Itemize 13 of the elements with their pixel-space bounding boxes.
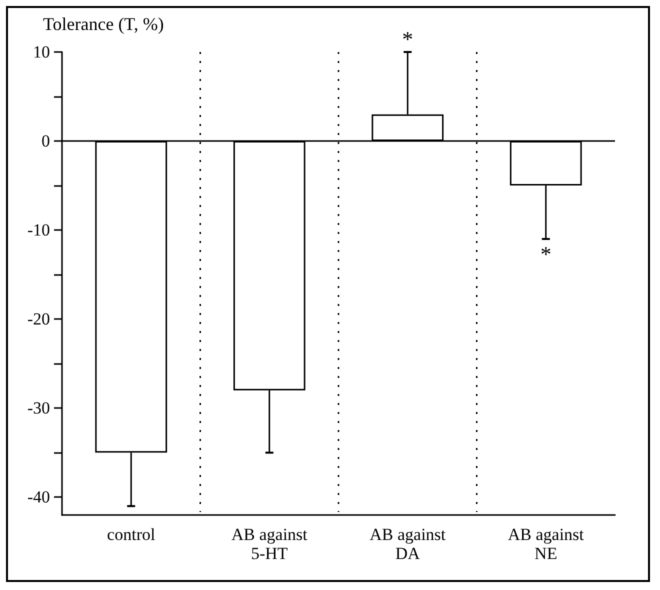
y-tick-label: -30 <box>27 398 50 418</box>
y-tick-label: -40 <box>27 488 50 507</box>
y-tick-label: -20 <box>27 310 50 329</box>
y-axis-title: Tolerance (T, %) <box>43 14 164 34</box>
x-tick-label: AB against 5-HT <box>231 525 308 563</box>
y-tick-label: -10 <box>27 220 50 240</box>
y-tick-label: 10 <box>33 42 50 62</box>
x-tick-label: control <box>107 525 156 544</box>
y-tick-label: 0 <box>42 132 50 151</box>
x-tick-label: AB against DA <box>370 525 446 563</box>
x-tick-label: AB against NE <box>508 525 584 563</box>
annotation: * <box>540 241 552 266</box>
annotation: * <box>402 26 414 52</box>
